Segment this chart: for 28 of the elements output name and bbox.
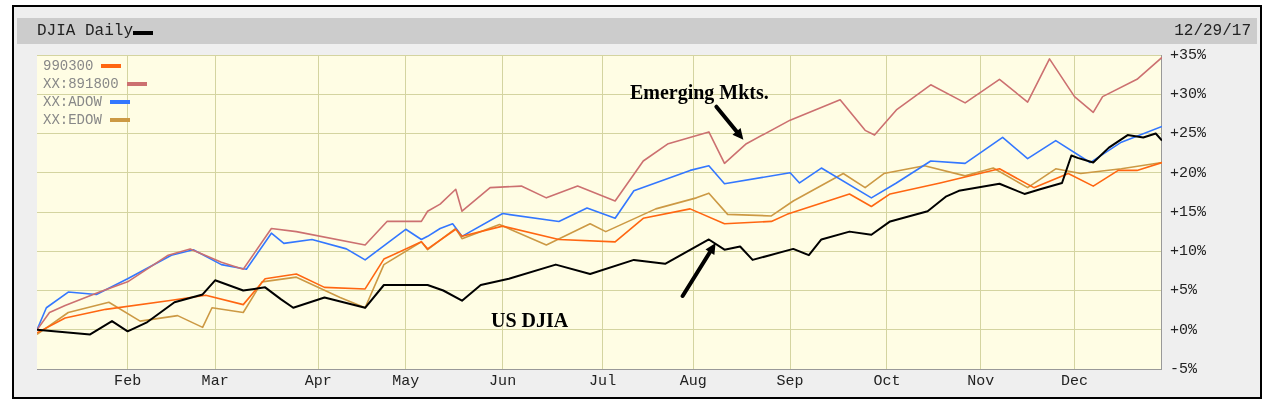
x-tick-label: Oct bbox=[873, 372, 901, 390]
x-tick-label: Dec bbox=[1060, 372, 1088, 390]
y-tick-label: +35% bbox=[1169, 46, 1207, 64]
y-tick-label: +10% bbox=[1169, 243, 1207, 261]
y-tick-label: +25% bbox=[1169, 125, 1207, 143]
x-tick-label: May bbox=[392, 372, 420, 390]
x-tick-label: Apr bbox=[304, 372, 332, 390]
y-tick-label: +0% bbox=[1169, 321, 1198, 339]
x-tick-label: Nov bbox=[967, 372, 995, 390]
legend-label: XX:ADOW bbox=[43, 93, 102, 111]
text: 12/29/17 bbox=[1174, 22, 1251, 40]
annotation: Emerging Mkts. bbox=[629, 80, 769, 104]
y-tick-label: -5% bbox=[1169, 360, 1198, 378]
legend-label: 990300 bbox=[43, 57, 94, 75]
y-tick-label: +5% bbox=[1169, 282, 1198, 300]
x-tick-label: Mar bbox=[201, 372, 229, 390]
legend-label: XX:EDOW bbox=[43, 111, 102, 129]
annotation: US DJIA bbox=[491, 309, 569, 331]
x-tick-label: Sep bbox=[776, 372, 804, 390]
x-tick-label: Aug bbox=[679, 372, 707, 390]
y-tick-label: +30% bbox=[1169, 86, 1207, 104]
x-tick-label: Feb bbox=[114, 372, 142, 390]
x-tick-label: Jun bbox=[489, 372, 517, 390]
legend-label: XX:891800 bbox=[43, 75, 119, 93]
legend-label: DJIA Daily bbox=[37, 22, 134, 40]
x-tick-label: Jul bbox=[589, 372, 617, 390]
y-tick-label: +20% bbox=[1169, 164, 1207, 182]
y-tick-label: +15% bbox=[1169, 203, 1207, 221]
